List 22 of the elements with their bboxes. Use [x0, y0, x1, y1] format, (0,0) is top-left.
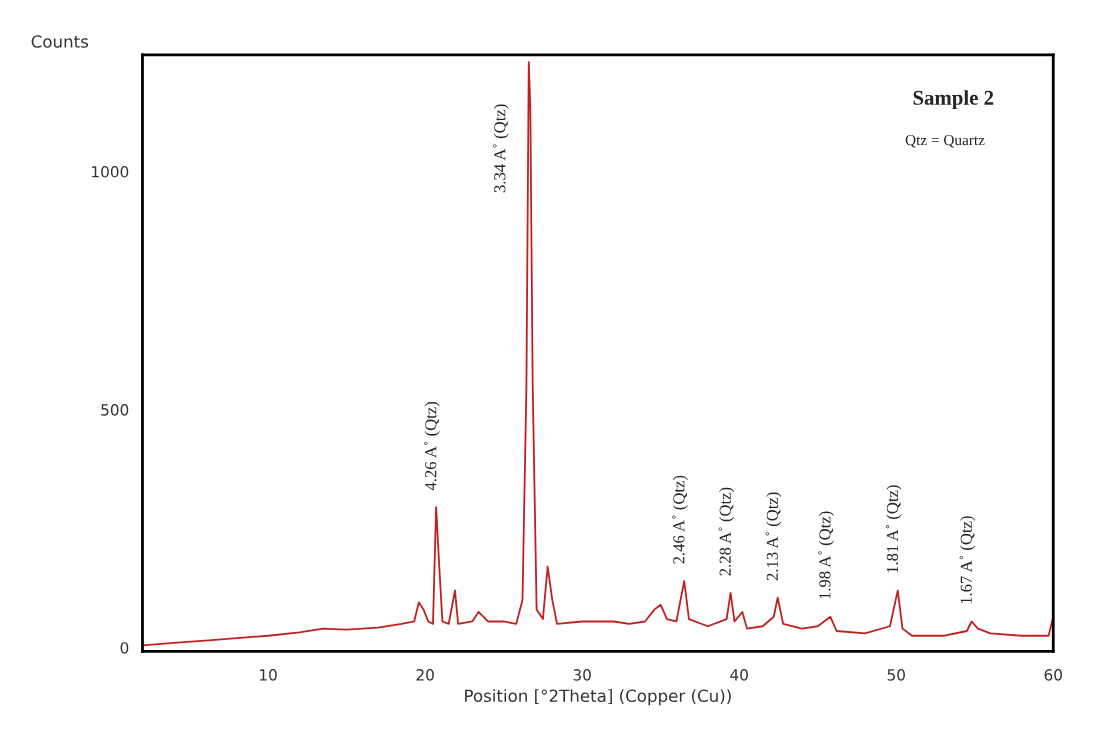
annotation: 2.28 A˚ (Qtz) — [718, 487, 735, 576]
annotation: 1.98 A˚ (Qtz) — [818, 511, 834, 599]
x-tick-label: 40 — [730, 669, 748, 681]
annotation: 2.13 A˚ (Qtz) — [765, 492, 782, 581]
text: Sample 2 — [913, 90, 994, 110]
y-axis-title: Counts — [31, 35, 89, 48]
y-tick-label: 500 — [101, 404, 129, 416]
x-tick-label: 30 — [573, 669, 591, 681]
x-tick-label: 50 — [887, 669, 905, 681]
y-tick-label: 0 — [120, 642, 129, 654]
annotation: 1.67 A˚ (Qtz) — [959, 516, 976, 604]
y-tick-label: 1000 — [92, 166, 129, 178]
x-tick-label: 60 — [1044, 669, 1062, 681]
annotation: 1.81 A˚ (Qtz) — [885, 485, 902, 573]
x-tick-label: 20 — [416, 669, 434, 681]
annotation: 2.46 A˚ (Qtz) — [672, 475, 688, 564]
x-tick-label: 10 — [260, 669, 277, 681]
annotation: 3.34 A˚ (Qtz) — [493, 104, 509, 193]
text: Qtz = Quartz — [905, 134, 985, 148]
line-series — [142, 61, 1054, 647]
annotation: 4.26 A˚ (Qtz) — [424, 401, 440, 491]
x-axis-title: Position [°2Theta] (Copper (Cu)) — [465, 689, 731, 706]
